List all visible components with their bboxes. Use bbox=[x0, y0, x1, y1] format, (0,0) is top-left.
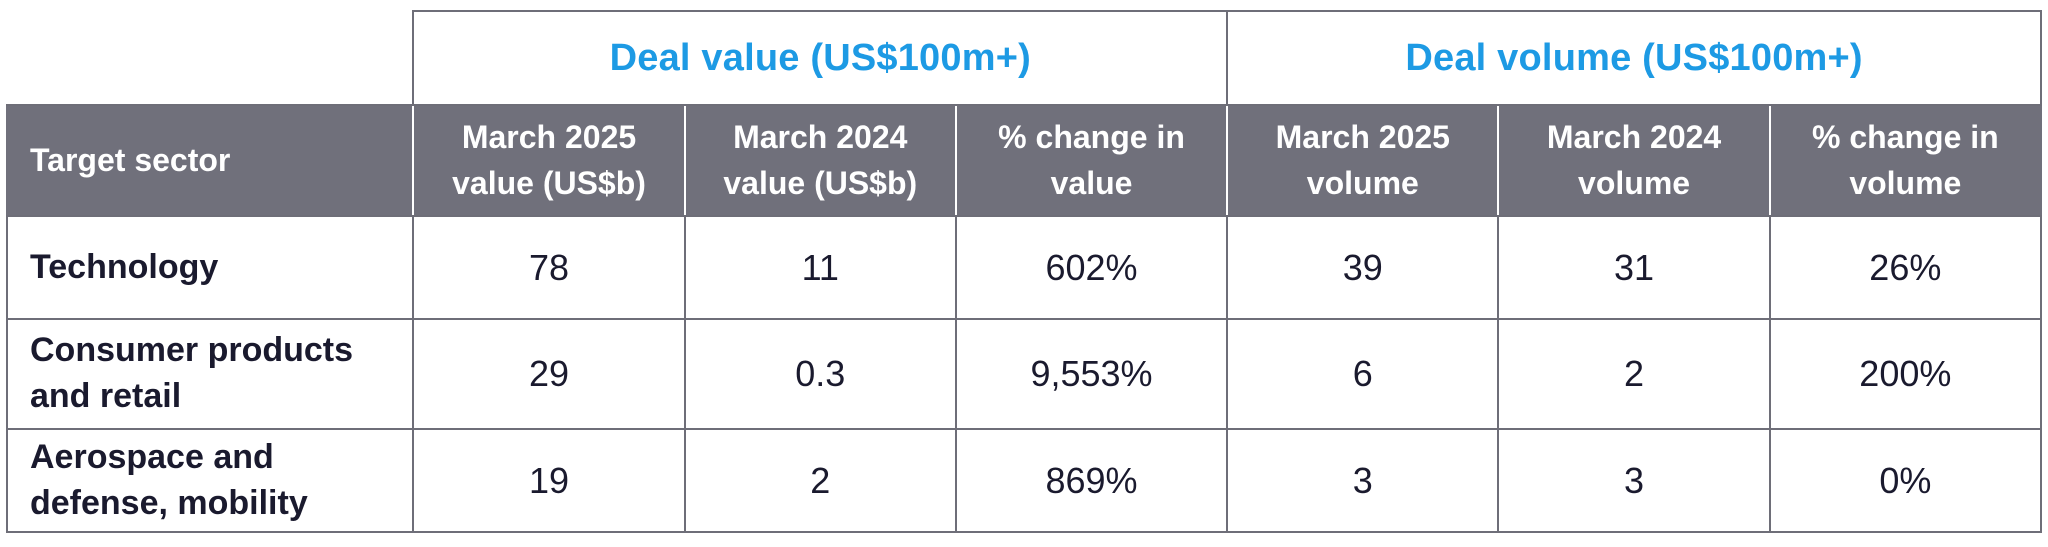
column-header-row: Target sector March 2025 value (US$b) Ma… bbox=[5, 104, 2043, 217]
value-2024-cell: 0.3 bbox=[683, 318, 957, 430]
column-header-march-2024-value: March 2024 value (US$b) bbox=[683, 104, 957, 217]
volume-change-cell: 0% bbox=[1768, 428, 2043, 533]
column-header-march-2025-value: March 2025 value (US$b) bbox=[412, 104, 686, 217]
volume-change-cell: 200% bbox=[1768, 318, 2043, 430]
volume-change-cell: 26% bbox=[1768, 215, 2043, 320]
value-2025-cell: 19 bbox=[412, 428, 686, 533]
value-2025-cell: 78 bbox=[412, 215, 686, 320]
volume-2025-cell: 6 bbox=[1226, 318, 1500, 430]
volume-2025-cell: 3 bbox=[1226, 428, 1500, 533]
column-header-pct-change-value: % change in value bbox=[954, 104, 1229, 217]
group-header-deal-volume: Deal volume (US$100m+) bbox=[1226, 10, 2042, 106]
value-change-cell: 869% bbox=[954, 428, 1229, 533]
value-change-cell: 9,553% bbox=[954, 318, 1229, 430]
sector-label: Aerospace and defense, mobility bbox=[5, 428, 415, 533]
sector-label: Technology bbox=[5, 215, 415, 320]
value-change-cell: 602% bbox=[954, 215, 1229, 320]
volume-2024-cell: 2 bbox=[1497, 318, 1771, 430]
column-header-target-sector: Target sector bbox=[5, 104, 415, 217]
value-2024-cell: 11 bbox=[683, 215, 957, 320]
table-row-technology: Technology 78 11 602% 39 31 26% bbox=[5, 215, 2043, 320]
volume-2024-cell: 31 bbox=[1497, 215, 1771, 320]
volume-2025-cell: 39 bbox=[1226, 215, 1500, 320]
group-header-deal-value: Deal value (US$100m+) bbox=[412, 10, 1229, 106]
value-2025-cell: 29 bbox=[412, 318, 686, 430]
column-header-march-2025-volume: March 2025 volume bbox=[1226, 104, 1500, 217]
table-row-consumer-products: Consumer products and retail 29 0.3 9,55… bbox=[5, 318, 2043, 430]
deals-table: Deal value (US$100m+) Deal volume (US$10… bbox=[5, 10, 2043, 533]
value-2024-cell: 2 bbox=[683, 428, 957, 533]
sector-label: Consumer products and retail bbox=[5, 318, 415, 430]
table-row-aerospace-defense: Aerospace and defense, mobility 19 2 869… bbox=[5, 428, 2043, 533]
column-header-pct-change-volume: % change in volume bbox=[1768, 104, 2043, 217]
group-header-row: Deal value (US$100m+) Deal volume (US$10… bbox=[7, 10, 2042, 106]
column-header-march-2024-volume: March 2024 volume bbox=[1497, 104, 1771, 217]
group-header-spacer bbox=[7, 11, 414, 105]
volume-2024-cell: 3 bbox=[1497, 428, 1771, 533]
